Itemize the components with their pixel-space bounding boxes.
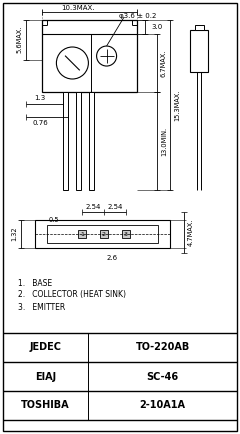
Bar	[89, 92, 94, 190]
Text: φ3.6 ± 0.2: φ3.6 ± 0.2	[120, 13, 157, 19]
Text: SC-46: SC-46	[146, 372, 179, 381]
Text: 2.54: 2.54	[107, 204, 123, 210]
Text: 2.54: 2.54	[85, 204, 101, 210]
Text: 2: 2	[102, 231, 106, 237]
Text: 15.3MAX.: 15.3MAX.	[174, 89, 180, 121]
Text: TOSHIBA: TOSHIBA	[21, 401, 70, 411]
Text: 1: 1	[80, 231, 84, 237]
Bar	[42, 20, 137, 92]
Bar	[47, 225, 158, 243]
Text: 4.7MAX.: 4.7MAX.	[188, 219, 194, 246]
Text: 2-10A1A: 2-10A1A	[139, 401, 186, 411]
Bar	[100, 230, 108, 238]
Text: TO-220AB: TO-220AB	[135, 342, 190, 352]
Bar	[190, 30, 208, 72]
Bar	[76, 92, 81, 190]
Text: 2.6: 2.6	[106, 255, 118, 261]
Text: EIAJ: EIAJ	[35, 372, 56, 381]
Text: 6.7MAX.: 6.7MAX.	[161, 49, 167, 77]
Text: 1.   BASE: 1. BASE	[18, 279, 52, 287]
Text: 1.3: 1.3	[34, 95, 46, 101]
Text: 3: 3	[124, 231, 128, 237]
Bar	[78, 230, 86, 238]
Text: JEDEC: JEDEC	[30, 342, 61, 352]
Text: 1.32: 1.32	[11, 227, 17, 241]
Bar	[194, 25, 204, 30]
Text: 10.3MAX.: 10.3MAX.	[61, 5, 95, 11]
Text: 0.76: 0.76	[32, 120, 48, 126]
Bar	[63, 92, 68, 190]
Text: 2.   COLLECTOR (HEAT SINK): 2. COLLECTOR (HEAT SINK)	[18, 290, 126, 299]
Text: 5.6MAX.: 5.6MAX.	[16, 26, 22, 53]
Bar	[122, 230, 130, 238]
Bar	[35, 220, 170, 248]
Text: 13.0MIN.: 13.0MIN.	[161, 126, 167, 155]
Text: 3.   EMITTER: 3. EMITTER	[18, 302, 65, 312]
Text: 0.5: 0.5	[49, 217, 60, 223]
Text: 3.0: 3.0	[151, 24, 162, 30]
